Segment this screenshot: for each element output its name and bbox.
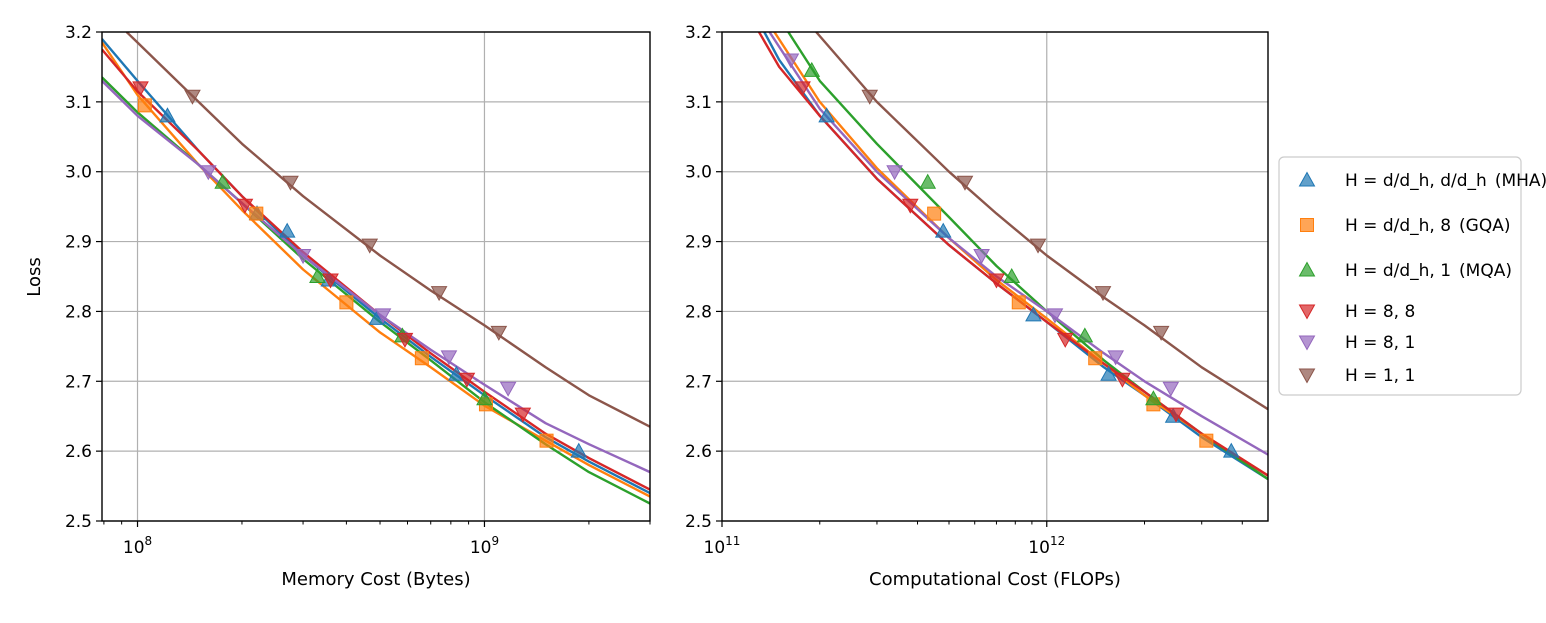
x-axis-label: Computational Cost (FLOPs): [869, 569, 1121, 590]
fit-line-mha: [102, 39, 650, 493]
y-tick-label: 3.2: [65, 23, 92, 43]
fit-line-gqa: [102, 43, 650, 497]
y-tick-label: 2.5: [65, 512, 92, 532]
data-point-h81: [887, 166, 902, 180]
data-markers: [133, 82, 586, 457]
data-point-gqa: [540, 434, 553, 447]
fit-line-h81: [770, 32, 1269, 455]
y-tick-label: 2.6: [65, 442, 92, 462]
data-point-mha: [936, 224, 951, 238]
y-tick-label: 3.0: [65, 163, 92, 183]
y-axis-label: Loss: [24, 257, 45, 296]
data-point-gqa: [1089, 352, 1102, 365]
data-point-gqa: [1012, 296, 1025, 309]
legend-label: H = 1, 1: [1345, 366, 1415, 386]
fit-line-h88: [102, 50, 650, 490]
axes-frame: [102, 32, 650, 521]
x-axis-label: Memory Cost (Bytes): [281, 569, 470, 590]
legend-label-main: H = 8, 1: [1345, 333, 1415, 353]
legend-label-main: H = 1, 1: [1345, 366, 1415, 386]
y-tick-label: 3.1: [65, 93, 92, 113]
data-point-gqa: [415, 352, 428, 365]
legend-label-tag: (MHA): [1495, 171, 1546, 191]
legend: H = d/d_h, d/d_h(MHA)H = d/d_h, 8(GQA)H …: [1279, 157, 1546, 395]
y-tick-label: 2.7: [65, 372, 92, 392]
legend-label-main: H = 8, 8: [1345, 302, 1415, 322]
data-point-h11: [1031, 239, 1046, 253]
y-tick-label: 2.7: [685, 372, 712, 392]
legend-label-main: H = d/d_h, 1: [1345, 261, 1451, 281]
legend-label: H = d/d_h, 8 (GQA): [1345, 216, 1511, 236]
legend-label: H = d/d_h, 1 (MQA): [1345, 261, 1512, 281]
legend-label-main: H = d/d_h, d/d_h: [1345, 171, 1487, 191]
data-point-h11: [957, 176, 972, 190]
data-point-h11: [283, 176, 298, 190]
x-tick-label: 1011: [704, 534, 741, 558]
x-tick-label: 108: [123, 534, 152, 558]
data-point-gqa: [250, 207, 263, 220]
data-point-mqa: [804, 63, 819, 76]
legend-label-main: H = d/d_h, 8: [1345, 216, 1451, 236]
y-tick-label: 3.2: [685, 23, 712, 43]
x-tick-label: 1012: [1028, 534, 1065, 558]
legend-label: H = 8, 8: [1345, 302, 1415, 322]
data-point-gqa: [340, 296, 353, 309]
x-tick-label: 109: [470, 534, 499, 558]
legend-label-tag: (MQA): [1459, 261, 1512, 281]
data-point-mqa: [920, 175, 935, 189]
fit-curves: [102, 32, 650, 504]
fit-line-mqa: [102, 77, 650, 503]
legend-marker-gqa: [1301, 219, 1314, 232]
y-tick-label: 2.6: [685, 442, 712, 462]
fit-line-gqa: [774, 32, 1268, 476]
data-point-h81: [501, 382, 516, 396]
data-point-gqa: [1200, 434, 1213, 447]
fit-curves: [759, 32, 1268, 479]
y-tick-label: 2.8: [685, 302, 712, 322]
y-tick-label: 2.5: [685, 512, 712, 532]
y-tick-label: 2.9: [685, 233, 712, 253]
data-point-gqa: [928, 207, 941, 220]
y-tick-label: 3.1: [685, 93, 712, 113]
legend-label-tag: (GQA): [1459, 216, 1510, 236]
data-point-mha: [280, 224, 295, 238]
chart-panel-2: 2.5 2.6 2.7 2.8 2.9 3.0 3.1 3.2 1011 1012 Computat…: [685, 23, 1268, 590]
y-tick-label: 2.8: [65, 302, 92, 322]
y-tick-label: 3.0: [685, 163, 712, 183]
legend-label: H = 8, 1: [1345, 333, 1415, 353]
data-point-gqa: [138, 99, 151, 112]
fit-line-h11: [816, 32, 1268, 409]
legend-label: H = d/d_h, d/d_h (MHA): [1345, 171, 1546, 191]
y-tick-label: 2.9: [65, 233, 92, 253]
data-point-mha: [1026, 307, 1041, 321]
fit-line-h11: [127, 32, 650, 427]
fit-line-h81: [102, 81, 650, 472]
fit-line-mha: [764, 32, 1268, 479]
